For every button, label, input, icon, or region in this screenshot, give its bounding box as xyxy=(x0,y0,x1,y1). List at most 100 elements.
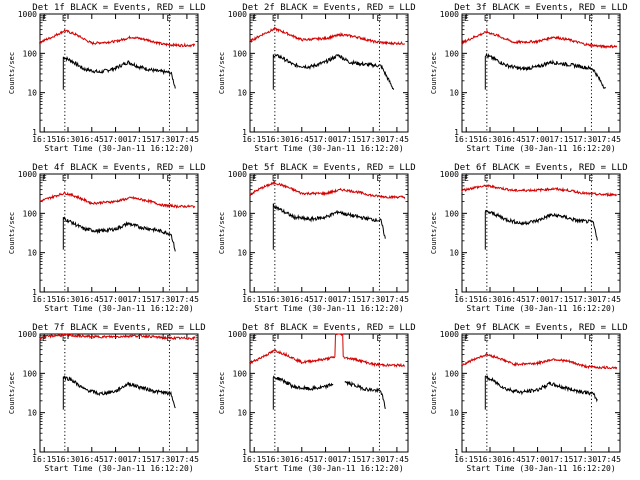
lld-series-line xyxy=(461,352,618,370)
x-tick-label: 16:45 xyxy=(502,135,526,144)
y-axis-label: Counts/sec xyxy=(430,212,438,254)
lld-series-line xyxy=(39,332,196,341)
x-axis-label: Start Time (30-Jan-11 16:12:20) xyxy=(44,464,193,473)
x-tick-label: 16:15 xyxy=(454,135,478,144)
x-tick-label: 16:45 xyxy=(80,295,104,304)
chart-title: Det 6f BLACK = Events, RED = LLD xyxy=(454,163,627,173)
y-tick-label: 10 xyxy=(237,89,247,98)
y-axis-label: Counts/sec xyxy=(8,212,16,254)
chart-panel: Det 8f BLACK = Events, RED = LLD 1 10 100 10… xyxy=(218,323,416,473)
x-tick-label: 16:45 xyxy=(80,455,104,464)
chart-panel: Det 7f BLACK = Events, RED = LLD 1 10 100 10… xyxy=(8,323,206,473)
chart-panel: Det 1f BLACK = Events, RED = LLD 1 10 100 10… xyxy=(8,3,206,153)
y-axis-label: Counts/sec xyxy=(8,52,16,94)
event-marker-label: E xyxy=(588,334,593,343)
chart-title: Det 1f BLACK = Events, RED = LLD xyxy=(32,3,205,13)
y-tick-label: 100 xyxy=(23,209,38,218)
event-marker-label: E xyxy=(376,14,381,23)
y-tick-label: 10 xyxy=(27,89,37,98)
x-tick-label: 16:15 xyxy=(32,135,56,144)
event-marker-label: E xyxy=(166,14,171,23)
x-tick-label: 16:15 xyxy=(454,295,478,304)
chart-title: Det 2f BLACK = Events, RED = LLD xyxy=(242,3,415,13)
y-tick-label: 1 xyxy=(32,128,37,137)
plot-frame xyxy=(39,333,199,453)
events-series-line xyxy=(272,53,395,90)
lld-series-line xyxy=(39,29,196,48)
y-tick-label: 1000 xyxy=(18,10,37,19)
x-tick-label: 17:00 xyxy=(314,135,338,144)
x-tick-label: 17:45 xyxy=(385,295,409,304)
x-tick-label: 17:15 xyxy=(127,455,151,464)
plot-frame xyxy=(39,173,199,293)
x-tick-label: 16:15 xyxy=(32,295,56,304)
y-tick-label: 1000 xyxy=(228,330,247,339)
x-tick-label: 17:00 xyxy=(526,295,550,304)
plot-frame xyxy=(249,13,409,133)
y-tick-label: 1000 xyxy=(18,330,37,339)
y-axis-label: Counts/sec xyxy=(218,52,226,94)
y-axis-label: Counts/sec xyxy=(218,372,226,414)
y-tick-label: 100 xyxy=(23,369,38,378)
chart-title: Det 5f BLACK = Events, RED = LLD xyxy=(242,163,415,173)
lld-series-line xyxy=(461,29,618,49)
x-axis-label: Start Time (30-Jan-11 16:12:20) xyxy=(254,304,403,313)
y-tick-label: 100 xyxy=(233,49,248,58)
x-tick-label: 17:00 xyxy=(104,135,128,144)
plot-frame xyxy=(461,333,621,453)
lld-series-line xyxy=(461,184,618,198)
x-tick-label: 17:00 xyxy=(104,455,128,464)
y-tick-label: 1 xyxy=(242,448,247,457)
x-tick-label: 17:00 xyxy=(526,135,550,144)
events-series-line xyxy=(62,375,176,410)
chart-panel: Det 9f BLACK = Events, RED = LLD 1 10 100 10… xyxy=(430,323,628,473)
y-tick-label: 10 xyxy=(449,409,459,418)
y-axis-label: Counts/sec xyxy=(8,372,16,414)
chart-title: Det 9f BLACK = Events, RED = LLD xyxy=(454,323,627,333)
x-tick-label: 17:45 xyxy=(385,135,409,144)
x-tick-label: 17:15 xyxy=(337,455,361,464)
events-series-line xyxy=(272,375,386,410)
x-tick-label: 17:30 xyxy=(361,295,385,304)
x-tick-label: 17:45 xyxy=(597,295,621,304)
y-tick-label: 1 xyxy=(454,128,459,137)
y-tick-label: 1000 xyxy=(440,10,459,19)
x-tick-label: 16:30 xyxy=(478,295,502,304)
y-axis-label: Counts/sec xyxy=(218,212,226,254)
y-tick-label: 1 xyxy=(454,448,459,457)
y-tick-label: 1 xyxy=(32,448,37,457)
x-tick-label: 17:45 xyxy=(385,455,409,464)
plot-frame xyxy=(249,173,409,293)
x-tick-label: 17:30 xyxy=(573,455,597,464)
plot-frame xyxy=(249,333,409,453)
x-tick-label: 17:30 xyxy=(151,135,175,144)
x-tick-label: 16:30 xyxy=(56,455,80,464)
y-tick-label: 100 xyxy=(233,209,248,218)
event-marker-label: E xyxy=(62,334,67,343)
x-tick-label: 17:30 xyxy=(573,295,597,304)
y-tick-label: 1000 xyxy=(18,170,37,179)
event-marker-label: E xyxy=(252,334,257,343)
y-tick-label: 1000 xyxy=(228,170,247,179)
x-tick-label: 17:00 xyxy=(104,295,128,304)
chart-title: Det 8f BLACK = Events, RED = LLD xyxy=(242,323,415,333)
chart-panel: Det 5f BLACK = Events, RED = LLD 1 10 100 10… xyxy=(218,163,416,313)
lld-series-line xyxy=(249,333,406,368)
x-tick-label: 17:45 xyxy=(175,295,199,304)
plot-frame xyxy=(39,13,199,133)
events-series-line xyxy=(272,203,386,250)
events-series-line xyxy=(62,55,176,90)
x-tick-label: 17:30 xyxy=(151,295,175,304)
lld-series-line xyxy=(249,26,406,46)
x-tick-label: 17:45 xyxy=(175,455,199,464)
x-tick-label: 16:15 xyxy=(242,135,266,144)
y-tick-label: 100 xyxy=(445,369,460,378)
x-tick-label: 16:30 xyxy=(56,295,80,304)
y-tick-label: 10 xyxy=(237,409,247,418)
x-tick-label: 16:45 xyxy=(80,135,104,144)
chart-panel: Det 4f BLACK = Events, RED = LLD 1 10 100 10… xyxy=(8,163,206,313)
x-tick-label: 16:15 xyxy=(32,455,56,464)
chart-panel: Det 6f BLACK = Events, RED = LLD 1 10 100 10… xyxy=(430,163,628,313)
lld-series-line xyxy=(39,191,196,209)
events-series-line xyxy=(484,374,598,410)
